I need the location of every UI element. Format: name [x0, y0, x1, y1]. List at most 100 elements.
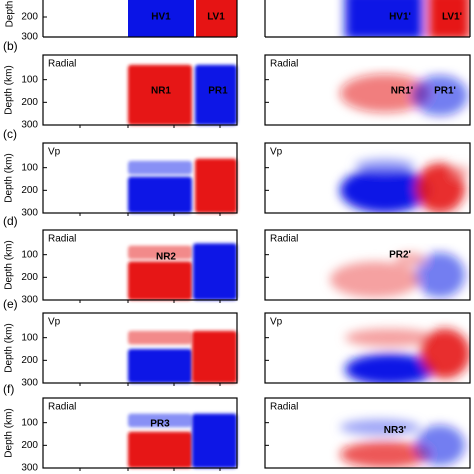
- blob-group: [345, 328, 470, 383]
- anomaly: [428, 0, 470, 37]
- blob-label: NR3': [384, 425, 406, 436]
- y-tick-label: 200: [21, 12, 38, 23]
- anomaly: [128, 64, 192, 125]
- anomaly: [340, 419, 420, 436]
- blob-label: PR1': [434, 86, 456, 97]
- anomaly: [330, 261, 420, 298]
- blob-label: NR1': [391, 86, 413, 97]
- blob-label: NR1: [151, 86, 171, 97]
- anomaly: [128, 349, 192, 383]
- y-tick-label: 100: [21, 74, 38, 85]
- y-tick-label: 300: [21, 120, 38, 131]
- y-axis-label: Depth (km): [4, 240, 15, 289]
- y-tick-label: 200: [21, 440, 38, 451]
- blob-group: [340, 74, 468, 116]
- anomaly: [340, 167, 430, 213]
- anomaly: [128, 330, 192, 345]
- panel-title: Radial: [48, 402, 76, 413]
- y-axis-label: Depth (km): [4, 408, 15, 457]
- y-tick-label: 100: [21, 332, 38, 343]
- y-axis-label: Depth (km): [4, 153, 15, 202]
- blob-label: PR3: [150, 418, 170, 429]
- panel-label: (f): [3, 382, 14, 396]
- anomaly: [128, 0, 194, 37]
- panel-title: Radial: [270, 59, 298, 70]
- panel-frame: [42, 312, 238, 384]
- y-axis-label: Depth: [5, 1, 16, 28]
- panel-frame: [42, 397, 238, 469]
- anomaly: [340, 440, 430, 468]
- panel-label: (c): [3, 127, 17, 141]
- panel-title: Radial: [48, 59, 76, 70]
- blob-label: PR1: [208, 86, 228, 97]
- right-blobs: [340, 419, 465, 468]
- y-axis-label: Depth (km): [4, 323, 15, 372]
- anomaly: [340, 74, 430, 113]
- panel-label: (d): [3, 214, 18, 228]
- blob-label: NR2: [156, 252, 176, 263]
- anomaly: [415, 252, 465, 298]
- y-tick-label: 300: [21, 463, 38, 474]
- y-tick-label: 100: [21, 249, 38, 260]
- panel-frame: [264, 142, 471, 214]
- panel-title: Radial: [270, 234, 298, 245]
- y-tick-label: 200: [21, 97, 38, 108]
- anomaly: [196, 0, 237, 37]
- blob-label: LV1': [442, 12, 462, 23]
- anomaly: [128, 413, 192, 428]
- right-blobs: [340, 158, 470, 213]
- panel-label: (b): [3, 39, 18, 53]
- anomaly: [415, 424, 465, 466]
- y-tick-label: 300: [21, 378, 38, 389]
- y-tick-label: 300: [21, 32, 38, 43]
- right-blobs: [330, 252, 465, 298]
- anomaly: [195, 158, 237, 213]
- panel-frame: [42, 229, 238, 301]
- anomaly: [128, 245, 192, 260]
- right-blobs: [345, 0, 470, 37]
- panel-title: Vp: [270, 147, 283, 158]
- panel-title: Radial: [270, 402, 298, 413]
- anomaly: [345, 0, 423, 37]
- y-tick-label: 200: [21, 272, 38, 283]
- panel-title: Vp: [48, 147, 61, 158]
- y-tick-label: 100: [21, 162, 38, 173]
- blob-label: PR2': [389, 249, 411, 260]
- panel-title: Vp: [48, 317, 61, 328]
- y-tick-label: 200: [21, 355, 38, 366]
- right-blobs: [340, 74, 468, 116]
- blob-group: [340, 419, 465, 468]
- panel-frame: [264, 54, 471, 126]
- panel-frame: [42, 142, 238, 214]
- panel-frame: [42, 54, 238, 126]
- blob-label: HV1': [389, 12, 411, 23]
- anomaly: [128, 431, 192, 468]
- panel-frame: [264, 229, 471, 301]
- anomaly: [420, 328, 470, 379]
- anomaly: [355, 158, 415, 173]
- anomaly: [195, 64, 237, 125]
- y-tick-label: 200: [21, 185, 38, 196]
- anomaly: [128, 160, 192, 175]
- anomaly: [193, 243, 237, 300]
- panel-frame: [264, 397, 471, 469]
- anomaly: [395, 252, 425, 266]
- panel-title: Radial: [48, 234, 76, 245]
- y-tick-label: 100: [21, 417, 38, 428]
- anomaly: [345, 328, 435, 347]
- blob-label: HV1: [151, 12, 171, 23]
- anomaly: [192, 330, 237, 383]
- blob-label: LV1: [207, 12, 225, 23]
- y-axis-label: Depth (km): [4, 65, 15, 114]
- anomaly: [450, 165, 470, 179]
- panel-title: Vp: [270, 317, 283, 328]
- anomaly: [192, 413, 237, 468]
- right-blobs: [345, 328, 470, 383]
- panel-label: (e): [3, 297, 18, 311]
- blob-group: [330, 252, 465, 298]
- anomaly: [128, 176, 192, 213]
- anomaly: [345, 353, 435, 383]
- y-tick-label: 300: [21, 295, 38, 306]
- y-tick-label: 300: [21, 208, 38, 219]
